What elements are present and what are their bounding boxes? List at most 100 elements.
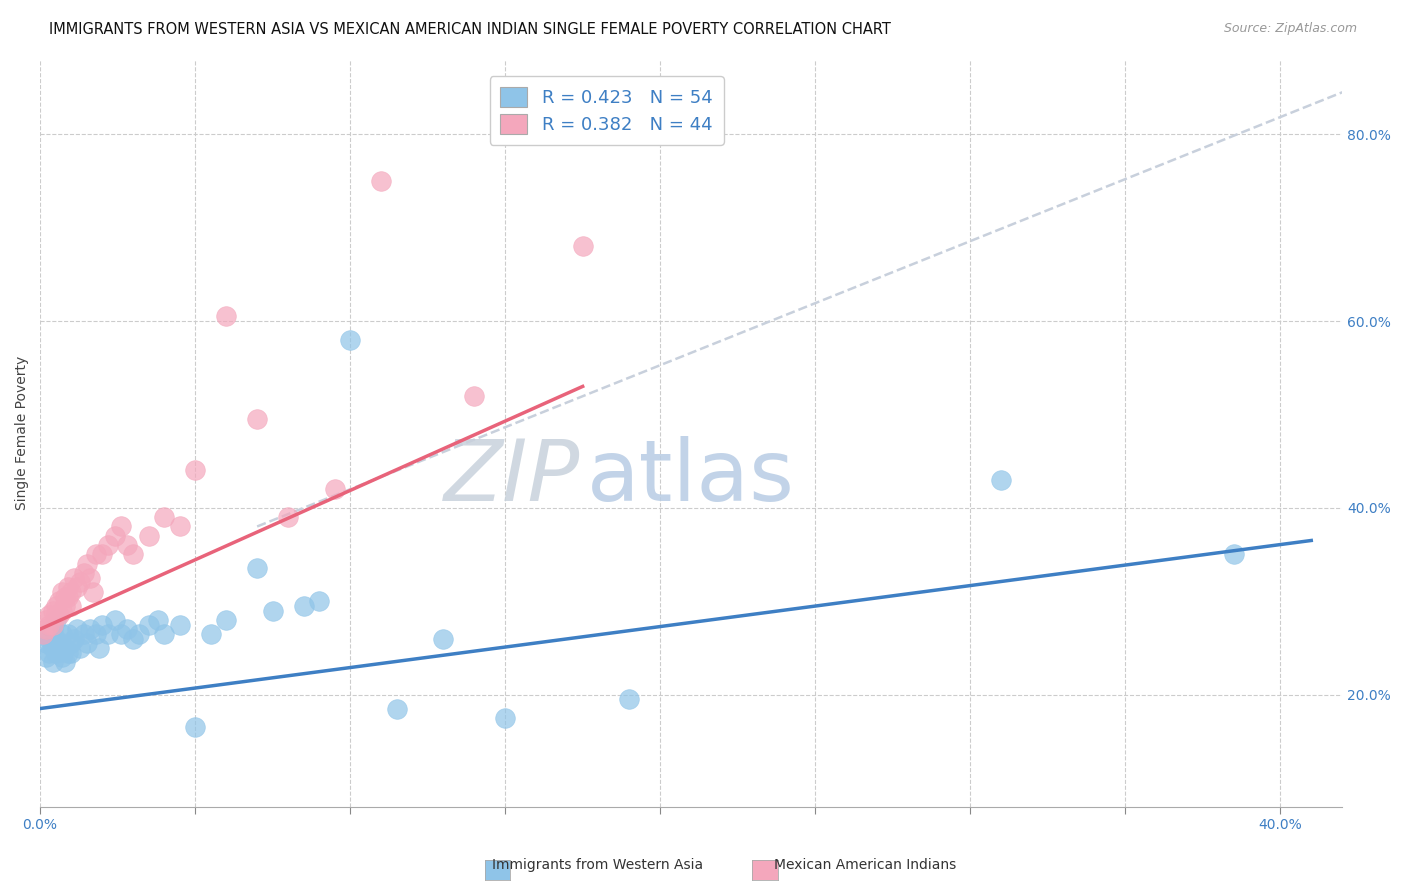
Point xyxy=(146,613,169,627)
Point xyxy=(38,617,60,632)
Point xyxy=(79,571,101,585)
Point xyxy=(215,613,238,627)
Point xyxy=(32,627,55,641)
Text: IMMIGRANTS FROM WESTERN ASIA VS MEXICAN AMERICAN INDIAN SINGLE FEMALE POVERTY CO: IMMIGRANTS FROM WESTERN ASIA VS MEXICAN … xyxy=(49,22,891,37)
Point xyxy=(45,646,67,660)
Point xyxy=(53,599,76,613)
Point xyxy=(990,473,1012,487)
Point xyxy=(41,622,63,636)
Point xyxy=(292,599,315,613)
Point xyxy=(51,650,73,665)
Point xyxy=(115,538,138,552)
Point xyxy=(122,548,145,562)
Y-axis label: Single Female Poverty: Single Female Poverty xyxy=(15,356,30,510)
Point xyxy=(45,632,67,646)
Point xyxy=(72,566,94,581)
Point xyxy=(35,636,58,650)
Point xyxy=(60,646,83,660)
Point xyxy=(79,622,101,636)
Point xyxy=(56,590,79,604)
Point xyxy=(48,594,70,608)
Point xyxy=(339,333,361,347)
Point xyxy=(184,720,207,734)
Point xyxy=(45,608,67,623)
Point xyxy=(60,599,83,613)
Point xyxy=(72,627,94,641)
Point xyxy=(385,701,408,715)
Point xyxy=(41,640,63,655)
Point xyxy=(56,580,79,594)
Point xyxy=(38,632,60,646)
Point xyxy=(262,603,284,617)
Point xyxy=(32,627,55,641)
Point xyxy=(153,510,176,524)
Point xyxy=(277,510,299,524)
Point xyxy=(97,627,120,641)
Point xyxy=(38,646,60,660)
Point xyxy=(76,557,98,571)
Point xyxy=(48,640,70,655)
Point xyxy=(122,632,145,646)
Point xyxy=(45,599,67,613)
Point xyxy=(308,594,330,608)
Point xyxy=(103,529,125,543)
Point xyxy=(41,617,63,632)
Point xyxy=(97,538,120,552)
Point xyxy=(51,627,73,641)
Point xyxy=(617,692,640,706)
Point xyxy=(69,575,91,590)
Point xyxy=(138,529,160,543)
Point xyxy=(35,622,58,636)
Point xyxy=(53,640,76,655)
Point xyxy=(153,627,176,641)
Point xyxy=(110,519,132,533)
Point xyxy=(35,650,58,665)
Point xyxy=(76,636,98,650)
Point xyxy=(323,482,346,496)
Point xyxy=(82,584,104,599)
Point xyxy=(91,548,114,562)
Point xyxy=(110,627,132,641)
Text: atlas: atlas xyxy=(588,436,794,519)
Point xyxy=(66,580,89,594)
Point xyxy=(128,627,150,641)
Point xyxy=(48,608,70,623)
Point xyxy=(60,584,83,599)
Point xyxy=(246,561,269,575)
Point xyxy=(60,636,83,650)
Point xyxy=(53,655,76,669)
Point xyxy=(69,640,91,655)
Point xyxy=(494,711,516,725)
Point xyxy=(84,548,107,562)
Point xyxy=(51,584,73,599)
Point xyxy=(66,622,89,636)
Point xyxy=(87,640,110,655)
Point xyxy=(200,627,222,641)
Point xyxy=(84,627,107,641)
Text: Immigrants from Western Asia: Immigrants from Western Asia xyxy=(492,858,703,872)
Point xyxy=(1222,548,1244,562)
Point xyxy=(184,463,207,477)
Point xyxy=(215,310,238,324)
Point xyxy=(41,603,63,617)
Point xyxy=(115,622,138,636)
Point xyxy=(571,239,593,253)
Point xyxy=(246,412,269,426)
Text: ZIP: ZIP xyxy=(444,436,581,519)
Point xyxy=(103,613,125,627)
Point xyxy=(41,655,63,669)
Point xyxy=(370,174,392,188)
Point xyxy=(91,617,114,632)
Point xyxy=(56,646,79,660)
Point xyxy=(38,608,60,623)
Point xyxy=(138,617,160,632)
Point xyxy=(48,636,70,650)
Point xyxy=(169,519,191,533)
Point xyxy=(53,590,76,604)
Text: Mexican American Indians: Mexican American Indians xyxy=(773,858,956,872)
Point xyxy=(63,571,86,585)
Point xyxy=(51,603,73,617)
Text: Source: ZipAtlas.com: Source: ZipAtlas.com xyxy=(1223,22,1357,36)
Point xyxy=(56,627,79,641)
Point xyxy=(45,613,67,627)
